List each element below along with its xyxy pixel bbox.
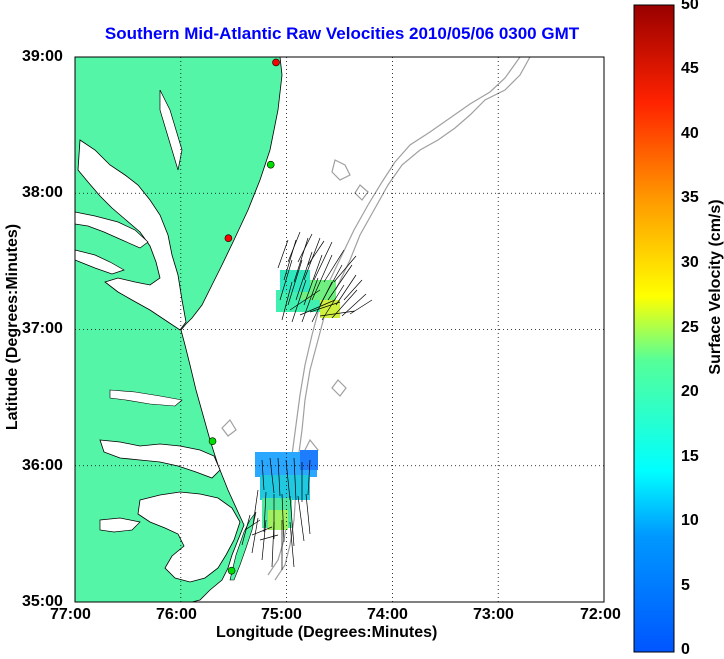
- radar-station-marker: [266, 160, 275, 169]
- gridlines: [75, 57, 604, 602]
- radar-station-marker: [208, 437, 217, 446]
- colorbar-tick-20: 20: [681, 383, 699, 400]
- velocity-vectors-north: [277, 231, 373, 323]
- chesapeake-bay: [77, 139, 187, 331]
- colorbar-tick-0: 0: [681, 641, 690, 658]
- colorbar-tick-45: 45: [681, 60, 699, 77]
- albemarle-sound: [99, 439, 221, 479]
- colorbar-tick-5: 5: [681, 577, 690, 594]
- radar-stations: [208, 58, 280, 575]
- colorbar-tick-40: 40: [681, 125, 699, 142]
- x-tick-4: 73:00: [473, 606, 514, 623]
- colorbar-tick-30: 30: [681, 254, 699, 271]
- x-tick-3: 74:00: [367, 606, 408, 623]
- chart-title: Southern Mid-Atlantic Raw Velocities 201…: [104, 24, 580, 43]
- y-tick-4: 35:00: [22, 593, 63, 610]
- colorbar-tick-35: 35: [681, 189, 699, 206]
- y-tick-0: 39:00: [22, 48, 63, 65]
- radar-station-marker: [224, 234, 233, 243]
- colorbar-tick-15: 15: [681, 448, 699, 465]
- x-tick-5: 72:00: [580, 606, 621, 623]
- x-tick-1: 76:00: [156, 606, 197, 623]
- y-tick-1: 38:00: [22, 184, 63, 201]
- colorbar-label: Surface Velocity (cm/s): [707, 199, 724, 375]
- plot-frame: [74, 56, 605, 603]
- colorbar-tick-10: 10: [681, 512, 699, 529]
- radar-station-marker: [272, 58, 280, 67]
- x-tick-2: 75:00: [261, 606, 302, 623]
- y-axis-label: Latitude (Degrees:Minutes): [4, 223, 21, 431]
- y-tick-2: 37:00: [22, 320, 63, 337]
- x-axis-label: Longitude (Degrees:Minutes): [216, 624, 438, 641]
- colorbar-tick-25: 25: [681, 319, 699, 336]
- colorbar: [633, 4, 675, 653]
- barrier-island: [229, 511, 257, 581]
- radar-station-marker: [227, 566, 236, 575]
- velocity-vectors-south: [241, 457, 311, 570]
- colorbar-tick-50: 50: [681, 0, 699, 13]
- pamlico-sound: [137, 491, 241, 583]
- x-tick-0: 77:00: [50, 606, 91, 623]
- y-tick-3: 36:00: [22, 457, 63, 474]
